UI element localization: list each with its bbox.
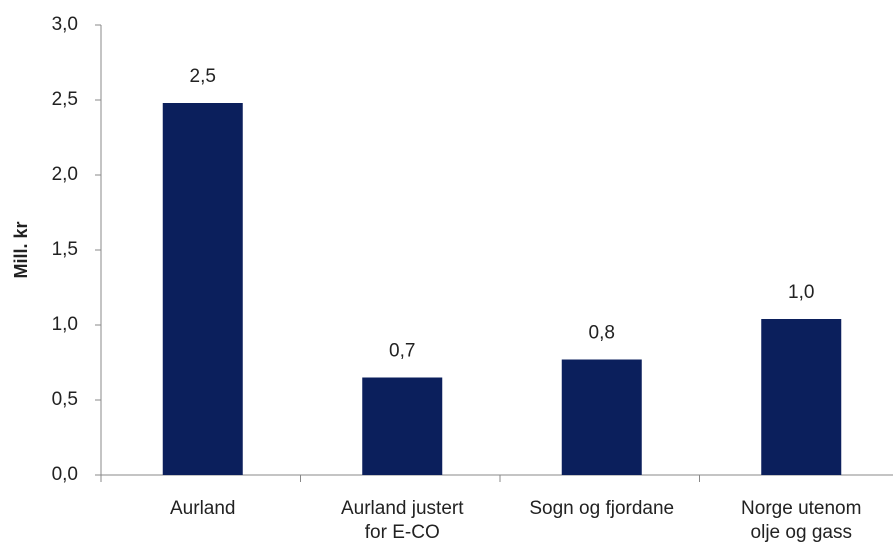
y-axis-title: Mill. kr <box>11 221 31 278</box>
y-tick-label: 0,0 <box>52 464 78 485</box>
y-tick-label: 2,5 <box>52 89 78 110</box>
x-tick-label: Aurland <box>170 498 236 519</box>
y-tick-label: 2,0 <box>52 164 78 185</box>
bar <box>362 377 443 475</box>
x-tick-label: Sogn og fjordane <box>529 498 675 519</box>
value-label: 2,5 <box>190 66 216 87</box>
x-tick-label: Aurland justert for E-CO <box>340 498 464 543</box>
bar <box>761 319 842 475</box>
value-label: 0,7 <box>389 341 415 362</box>
value-label: 0,8 <box>589 323 615 344</box>
y-tick-label: 1,5 <box>52 239 78 260</box>
bar <box>162 103 243 475</box>
y-tick-label: 3,0 <box>52 14 78 35</box>
y-tick-label: 1,0 <box>52 314 78 335</box>
value-label: 1,0 <box>788 282 814 303</box>
bar <box>561 359 642 475</box>
x-tick-label: Norge utenom olje og gass <box>741 498 862 543</box>
y-tick-label: 0,5 <box>52 389 78 410</box>
